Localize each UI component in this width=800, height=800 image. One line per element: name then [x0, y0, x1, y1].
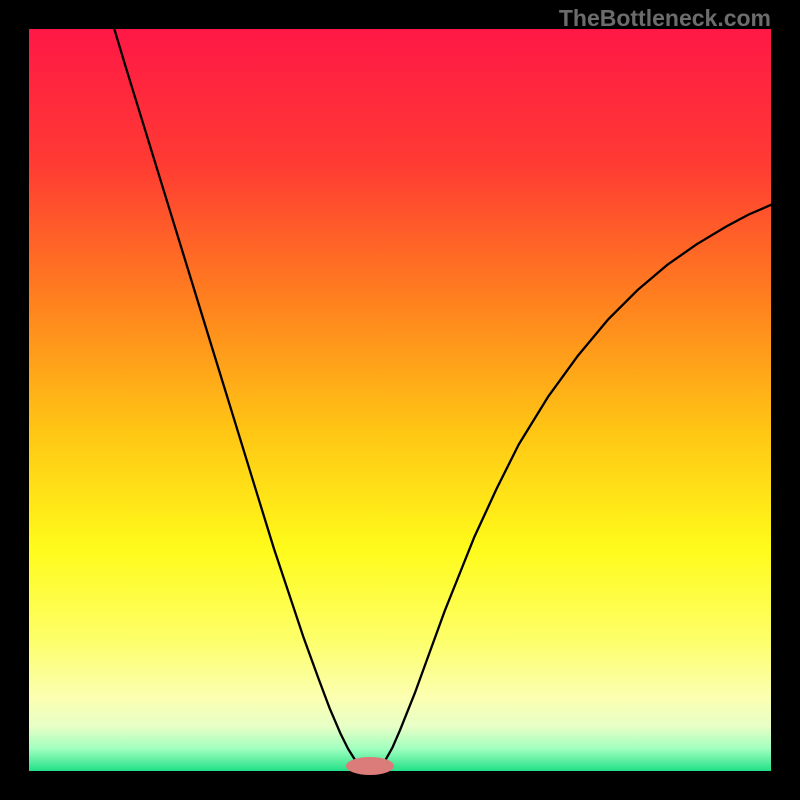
- curve-overlay: [29, 29, 771, 771]
- bottleneck-chart: TheBottleneck.com: [0, 0, 800, 800]
- optimum-marker: [344, 755, 396, 777]
- source-watermark: TheBottleneck.com: [559, 5, 771, 32]
- optimum-marker-shape: [346, 757, 394, 775]
- bottleneck-curve: [114, 29, 771, 771]
